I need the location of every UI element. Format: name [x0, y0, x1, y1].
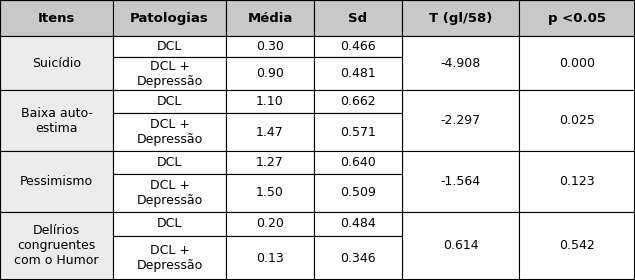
Bar [519, 0, 635, 36]
Bar [226, 57, 314, 90]
Text: 1.47: 1.47 [256, 126, 284, 139]
Text: Média: Média [247, 11, 293, 25]
Text: 0.640: 0.640 [340, 156, 376, 169]
Bar [113, 57, 226, 90]
Bar [314, 113, 402, 151]
Bar [519, 36, 635, 90]
Bar [314, 151, 402, 174]
Bar [402, 90, 519, 151]
Text: T (gl/58): T (gl/58) [429, 11, 492, 25]
Text: 1.10: 1.10 [256, 95, 284, 108]
Text: DCL: DCL [157, 218, 182, 230]
Bar [113, 212, 226, 236]
Bar [314, 174, 402, 212]
Text: DCL +
Depressão: DCL + Depressão [137, 179, 203, 207]
Bar [226, 151, 314, 174]
Bar [113, 151, 226, 174]
Text: DCL +
Depressão: DCL + Depressão [137, 118, 203, 146]
Text: 0.123: 0.123 [559, 175, 595, 188]
Bar [519, 151, 635, 212]
Text: DCL +
Depressão: DCL + Depressão [137, 244, 203, 272]
Bar [226, 0, 314, 36]
Bar [402, 36, 519, 90]
Text: 0.571: 0.571 [340, 126, 376, 139]
Text: Patologias: Patologias [130, 11, 209, 25]
Bar [113, 0, 226, 36]
Text: 0.484: 0.484 [340, 218, 376, 230]
Text: DCL: DCL [157, 95, 182, 108]
Text: 0.614: 0.614 [443, 239, 478, 252]
Text: Pessimismo: Pessimismo [20, 175, 93, 188]
Text: 0.90: 0.90 [256, 67, 284, 80]
Bar [226, 36, 314, 57]
Text: Delírios
congruentes
com o Humor: Delírios congruentes com o Humor [14, 224, 99, 267]
Text: 0.662: 0.662 [340, 95, 376, 108]
Text: -4.908: -4.908 [441, 57, 481, 70]
Bar [113, 36, 226, 57]
Text: 1.27: 1.27 [256, 156, 284, 169]
Text: Sd: Sd [349, 11, 368, 25]
Text: 1.50: 1.50 [256, 186, 284, 199]
Text: 0.000: 0.000 [559, 57, 595, 70]
Bar [314, 212, 402, 236]
Text: DCL +
Depressão: DCL + Depressão [137, 60, 203, 88]
Bar [226, 113, 314, 151]
Bar [113, 236, 226, 280]
Bar [314, 57, 402, 90]
Text: Suicídio: Suicídio [32, 57, 81, 70]
Text: -2.297: -2.297 [441, 114, 481, 127]
Bar [0, 36, 113, 90]
Bar [402, 0, 519, 36]
Bar [314, 36, 402, 57]
Text: 0.542: 0.542 [559, 239, 595, 252]
Bar [402, 151, 519, 212]
Bar [0, 90, 113, 151]
Bar [314, 90, 402, 113]
Bar [226, 212, 314, 236]
Text: -1.564: -1.564 [441, 175, 481, 188]
Text: 0.346: 0.346 [340, 252, 376, 265]
Bar [226, 174, 314, 212]
Bar [519, 90, 635, 151]
Text: p <0.05: p <0.05 [548, 11, 606, 25]
Text: 0.466: 0.466 [340, 40, 376, 53]
Text: 0.481: 0.481 [340, 67, 376, 80]
Text: 0.30: 0.30 [256, 40, 284, 53]
Text: 0.13: 0.13 [256, 252, 284, 265]
Bar [0, 212, 113, 280]
Bar [0, 151, 113, 212]
Text: 0.20: 0.20 [256, 218, 284, 230]
Bar [226, 90, 314, 113]
Text: 0.025: 0.025 [559, 114, 595, 127]
Bar [314, 236, 402, 280]
Text: Itens: Itens [38, 11, 75, 25]
Text: Baixa auto-
estima: Baixa auto- estima [20, 107, 93, 135]
Bar [113, 174, 226, 212]
Bar [402, 212, 519, 280]
Text: DCL: DCL [157, 40, 182, 53]
Bar [113, 90, 226, 113]
Bar [226, 236, 314, 280]
Bar [519, 212, 635, 280]
Text: 0.509: 0.509 [340, 186, 376, 199]
Bar [314, 0, 402, 36]
Bar [0, 0, 113, 36]
Text: DCL: DCL [157, 156, 182, 169]
Bar [113, 113, 226, 151]
